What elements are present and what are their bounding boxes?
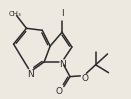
Text: I: I [61,9,63,18]
Text: N: N [59,60,65,69]
Text: N: N [27,70,34,79]
Text: CH₃: CH₃ [8,10,21,17]
Text: O: O [56,87,63,96]
Text: O: O [81,74,88,83]
